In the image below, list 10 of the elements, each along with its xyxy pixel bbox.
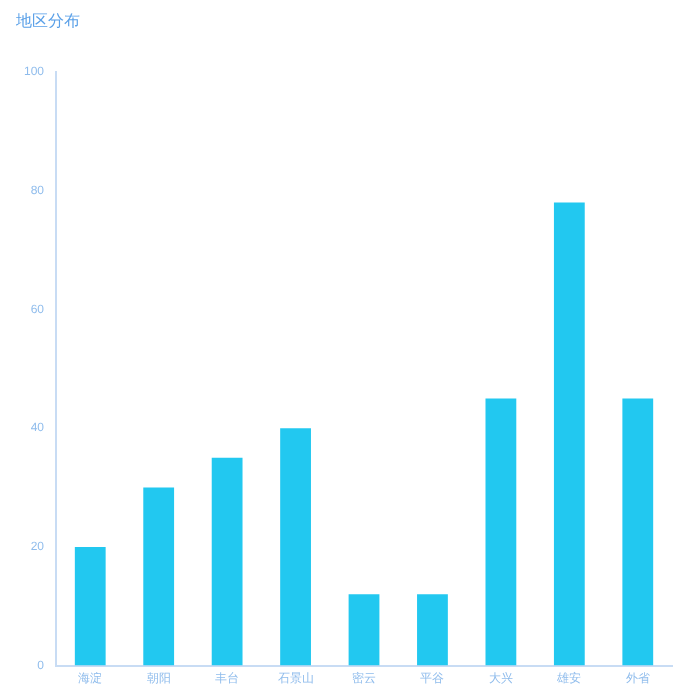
bar: [211, 457, 243, 666]
bar: [280, 428, 311, 666]
bar: [74, 546, 106, 666]
bar: [553, 202, 585, 666]
bar: [485, 398, 517, 666]
bar: [143, 487, 175, 666]
bar: [417, 594, 448, 666]
bar: [622, 398, 654, 666]
chart-title: 地区分布: [16, 10, 80, 32]
bar: [348, 594, 380, 666]
